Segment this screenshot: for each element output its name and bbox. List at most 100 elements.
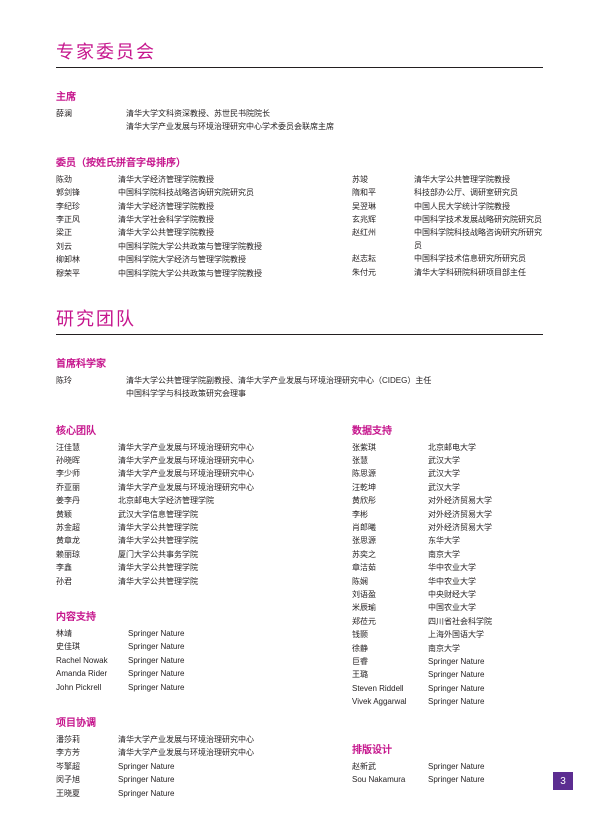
person-name: Steven Riddell — [352, 683, 428, 695]
person-name: John Pickrell — [56, 682, 128, 694]
list-row: 孙君清华大学公共管理学院 — [56, 576, 324, 588]
list-row: 汪乾坤武汉大学 — [352, 482, 543, 494]
research-team-title: 研究团队 — [56, 305, 543, 335]
person-affiliation: Springer Nature — [128, 668, 324, 680]
person-name: 李彬 — [352, 509, 428, 521]
list-row: 徐静南京大学 — [352, 643, 543, 655]
person-affiliation: 清华大学公共管理学院教授 — [414, 174, 543, 186]
person-name: 郭剑锋 — [56, 187, 118, 199]
chair-row: 薛澜 清华大学文科资深教授、苏世民书院院长 — [56, 108, 543, 120]
person-affiliation: Springer Nature — [428, 656, 543, 668]
person-affiliation: 中国科学院大学经济与管理学院教授 — [118, 254, 324, 266]
list-row: Steven RiddellSpringer Nature — [352, 683, 543, 695]
person-affiliation: 厦门大学公共事务学院 — [118, 549, 324, 561]
list-row: 玄兆辉中国科学技术发展战略研究院研究员 — [352, 214, 543, 226]
person-affiliation: Springer Nature — [428, 683, 543, 695]
list-row: 陈娴华中农业大学 — [352, 576, 543, 588]
person-affiliation: Springer Nature — [428, 669, 543, 681]
person-name: 朱付元 — [352, 267, 414, 279]
person-affiliation: Springer Nature — [118, 788, 324, 800]
person-affiliation: 清华大学科研院科研项目部主任 — [414, 267, 543, 279]
person-name: 潘莎莉 — [56, 734, 118, 746]
list-row: 王晓夏Springer Nature — [56, 788, 324, 800]
person-name: 张慧 — [352, 455, 428, 467]
list-row: 陈劲清华大学经济管理学院教授 — [56, 174, 324, 186]
person-name: 王璐 — [352, 669, 428, 681]
person-affiliation: 中国科学院大学公共政策与管理学院教授 — [118, 241, 324, 253]
person-affiliation: 清华大学公共管理学院 — [118, 562, 324, 574]
person-affiliation: 中国科学技术信息研究所研究员 — [414, 253, 543, 265]
person-name: 黄欣彤 — [352, 495, 428, 507]
person-name: 孙晓晖 — [56, 455, 118, 467]
person-affiliation: 清华大学产业发展与环境治理研究中心 — [118, 442, 324, 454]
person-affiliation: 四川省社会科学院 — [428, 616, 543, 628]
person-affiliation: Springer Nature — [428, 696, 543, 708]
person-name: 肖郎曦 — [352, 522, 428, 534]
list-row: 王璐Springer Nature — [352, 669, 543, 681]
list-row: 汪佳慧清华大学产业发展与环境治理研究中心 — [56, 442, 324, 454]
list-row: Sou NakamuraSpringer Nature — [352, 774, 543, 786]
person-name: 柳卸林 — [56, 254, 118, 266]
list-row: 赵红州中国科学院科技战略咨询研究所研究员 — [352, 227, 543, 252]
person-name: 陈劲 — [56, 174, 118, 186]
person-name: 李正风 — [56, 214, 118, 226]
list-row: 郑莅元四川省社会科学院 — [352, 616, 543, 628]
chair-name: 薛澜 — [56, 108, 126, 120]
list-row: 陈思源武汉大学 — [352, 468, 543, 480]
person-affiliation: Springer Nature — [128, 628, 324, 640]
person-name: 黄颖 — [56, 509, 118, 521]
person-affiliation: 中国农业大学 — [428, 602, 543, 614]
lead-aff2: 中国科学学与科技政策研究会理事 — [126, 388, 543, 400]
list-row: Amanda RiderSpringer Nature — [56, 668, 324, 680]
list-row: 赖丽琼厦门大学公共事务学院 — [56, 549, 324, 561]
person-affiliation: 武汉大学信息管理学院 — [118, 509, 324, 521]
lead-aff1: 清华大学公共管理学院副教授、清华大学产业发展与环境治理研究中心（CIDEG）主任 — [126, 375, 543, 387]
list-row: 刘语盈中央财经大学 — [352, 589, 543, 601]
person-name: 刘语盈 — [352, 589, 428, 601]
person-affiliation: 武汉大学 — [428, 455, 543, 467]
list-row: 郭剑锋中国科学院科技战略咨询研究院研究员 — [56, 187, 324, 199]
members-columns: 陈劲清华大学经济管理学院教授郭剑锋中国科学院科技战略咨询研究院研究员李纪珍清华大… — [56, 174, 543, 281]
chair-aff2: 清华大学产业发展与环境治理研究中心学术委员会联席主席 — [126, 121, 543, 133]
person-affiliation: 清华大学经济管理学院教授 — [118, 201, 324, 213]
person-affiliation: 清华大学公共管理学院 — [118, 535, 324, 547]
list-row: 李少师清华大学产业发展与环境治理研究中心 — [56, 468, 324, 480]
person-name: 汪佳慧 — [56, 442, 118, 454]
list-row: Rachel NowakSpringer Nature — [56, 655, 324, 667]
person-name: 黄章龙 — [56, 535, 118, 547]
person-affiliation: 中国人民大学统计学院教授 — [414, 201, 543, 213]
person-affiliation: 清华大学产业发展与环境治理研究中心 — [118, 734, 324, 746]
list-row: 张思源东华大学 — [352, 535, 543, 547]
person-name: 张紫琪 — [352, 442, 428, 454]
document-page: 专家委员会 主席 薛澜 清华大学文科资深教授、苏世民书院院长 清华大学产业发展与… — [0, 0, 595, 831]
person-name: Vivek Aggarwal — [352, 696, 428, 708]
person-affiliation: 中国科学院科技战略咨询研究院研究员 — [118, 187, 324, 199]
person-affiliation: 中央财经大学 — [428, 589, 543, 601]
content-support-heading: 内容支持 — [56, 608, 324, 623]
person-affiliation: 中国科学院科技战略咨询研究所研究员 — [414, 227, 543, 252]
list-row: 张紫琪北京邮电大学 — [352, 442, 543, 454]
person-affiliation: 东华大学 — [428, 535, 543, 547]
person-affiliation: 中国科学技术发展战略研究院研究员 — [414, 214, 543, 226]
person-affiliation: 对外经济贸易大学 — [428, 522, 543, 534]
person-name: 乔亚丽 — [56, 482, 118, 494]
list-row: 米辰瑜中国农业大学 — [352, 602, 543, 614]
person-name: 玄兆辉 — [352, 214, 414, 226]
person-name: 梁正 — [56, 227, 118, 239]
data-support-heading: 数据支持 — [352, 422, 543, 437]
person-affiliation: 武汉大学 — [428, 482, 543, 494]
list-row: 岑擎超Springer Nature — [56, 761, 324, 773]
person-name: 孙君 — [56, 576, 118, 588]
list-row: 刘云中国科学院大学公共政策与管理学院教授 — [56, 241, 324, 253]
list-row: 巨睿Springer Nature — [352, 656, 543, 668]
list-row: 苏竣清华大学公共管理学院教授 — [352, 174, 543, 186]
list-row: 梁正清华大学公共管理学院教授 — [56, 227, 324, 239]
list-row: 孙晓晖清华大学产业发展与环境治理研究中心 — [56, 455, 324, 467]
list-row: 张慧武汉大学 — [352, 455, 543, 467]
list-row: 黄欣彤对外经济贸易大学 — [352, 495, 543, 507]
person-name: 史佳琪 — [56, 641, 128, 653]
person-affiliation: Springer Nature — [118, 761, 324, 773]
person-name: 陈思源 — [352, 468, 428, 480]
person-affiliation: 武汉大学 — [428, 468, 543, 480]
list-row: 吴翌琳中国人民大学统计学院教授 — [352, 201, 543, 213]
